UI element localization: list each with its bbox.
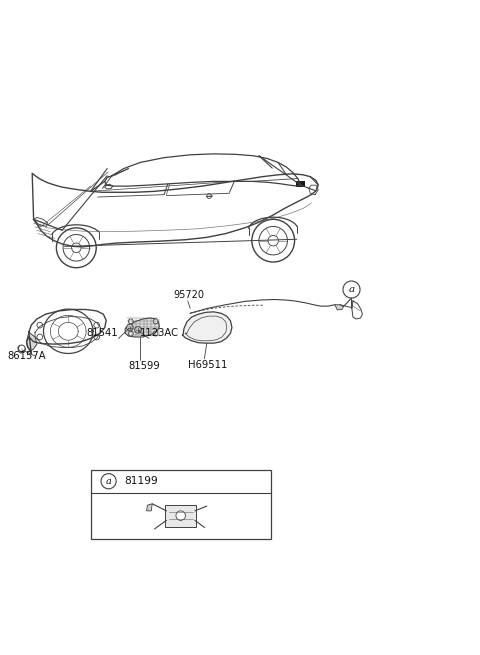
Polygon shape <box>26 332 37 351</box>
Polygon shape <box>335 305 343 310</box>
Circle shape <box>176 511 185 520</box>
Text: 81541: 81541 <box>86 328 118 338</box>
Polygon shape <box>182 312 232 343</box>
Text: 86157A: 86157A <box>8 351 46 361</box>
FancyBboxPatch shape <box>91 470 271 538</box>
Circle shape <box>153 331 158 336</box>
Circle shape <box>129 331 133 336</box>
Polygon shape <box>146 504 152 511</box>
Text: 81199: 81199 <box>124 476 157 486</box>
Circle shape <box>94 334 99 340</box>
Circle shape <box>127 324 133 331</box>
Text: 81599: 81599 <box>129 361 160 371</box>
Polygon shape <box>18 346 25 353</box>
Circle shape <box>94 322 99 328</box>
Circle shape <box>37 322 43 328</box>
Circle shape <box>37 334 43 340</box>
Text: H69511: H69511 <box>188 360 227 370</box>
Circle shape <box>18 345 25 352</box>
Text: a: a <box>106 477 111 486</box>
Circle shape <box>135 327 141 333</box>
Bar <box>296 181 304 187</box>
Circle shape <box>129 319 133 324</box>
Polygon shape <box>125 318 159 337</box>
FancyBboxPatch shape <box>165 505 196 527</box>
Text: a: a <box>348 285 355 294</box>
Text: 95720: 95720 <box>174 290 204 300</box>
Text: 1123AC: 1123AC <box>140 328 180 338</box>
Circle shape <box>153 319 158 324</box>
